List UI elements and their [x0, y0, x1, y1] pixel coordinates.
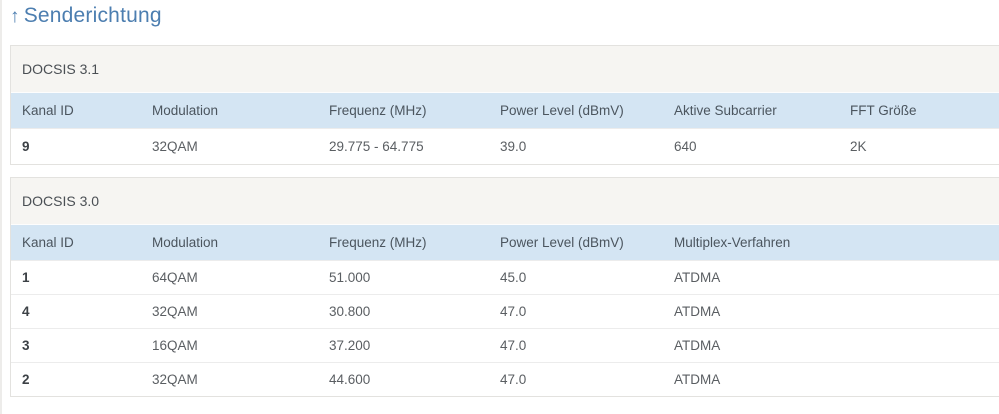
table-row: 1 64QAM 51.000 45.0 ATDMA	[11, 259, 999, 294]
col-header-kanal-id: Kanal ID	[11, 225, 141, 260]
col-header-frequenz: Frequenz (MHz)	[318, 93, 489, 128]
cell-kanal-id: 2	[11, 361, 141, 396]
docsis31-section-header: DOCSIS 3.1	[11, 46, 999, 93]
cell-kanal-id: 3	[11, 327, 141, 362]
docsis31-section-label: DOCSIS 3.1	[22, 61, 100, 77]
table-row: 3 16QAM 37.200 47.0 ATDMA	[11, 327, 999, 362]
cell-modulation: 32QAM	[141, 127, 318, 164]
col-header-modulation: Modulation	[141, 93, 318, 128]
docsis30-table: Kanal ID Modulation Frequenz (MHz) Power…	[11, 225, 999, 396]
col-header-modulation: Modulation	[141, 225, 318, 260]
cell-power-level: 47.0	[489, 327, 663, 362]
col-header-multiplex-verfahren: Multiplex-Verfahren	[663, 225, 999, 260]
up-arrow-icon: ↑	[10, 6, 20, 27]
table-row: 9 32QAM 29.775 - 64.775 39.0 640 2K	[11, 127, 999, 164]
cell-frequenz: 51.000	[318, 259, 489, 294]
docsis30-table-card: DOCSIS 3.0 Kanal ID Modulation Frequenz …	[10, 177, 999, 397]
cell-frequenz: 30.800	[318, 293, 489, 328]
cell-frequenz: 44.600	[318, 361, 489, 396]
cell-kanal-id: 9	[11, 127, 141, 164]
cell-power-level: 45.0	[489, 259, 663, 294]
col-header-kanal-id: Kanal ID	[11, 93, 141, 128]
cell-multiplex-verfahren: ATDMA	[663, 327, 999, 362]
cell-aktive-subcarrier: 640	[663, 127, 839, 164]
page-title-text: Senderichtung	[23, 4, 162, 27]
cell-modulation: 32QAM	[141, 361, 318, 396]
page-left-edge	[0, 0, 2, 414]
col-header-fft-groesse: FFT Größe	[839, 93, 999, 128]
docsis31-table: Kanal ID Modulation Frequenz (MHz) Power…	[11, 93, 999, 164]
table-row: 4 32QAM 30.800 47.0 ATDMA	[11, 293, 999, 328]
page-title: ↑ Senderichtung	[10, 4, 162, 28]
cell-modulation: 64QAM	[141, 259, 318, 294]
cell-multiplex-verfahren: ATDMA	[663, 293, 999, 328]
col-header-aktive-subcarrier: Aktive Subcarrier	[663, 93, 839, 128]
cell-power-level: 47.0	[489, 293, 663, 328]
cell-frequenz: 29.775 - 64.775	[318, 127, 489, 164]
cell-multiplex-verfahren: ATDMA	[663, 361, 999, 396]
docsis30-header-row: Kanal ID Modulation Frequenz (MHz) Power…	[11, 225, 999, 260]
cell-fft-groesse: 2K	[839, 127, 999, 164]
cell-power-level: 47.0	[489, 361, 663, 396]
docsis30-section-header: DOCSIS 3.0	[11, 178, 999, 225]
docsis31-table-card: DOCSIS 3.1 Kanal ID Modulation Frequenz …	[10, 45, 999, 165]
cell-multiplex-verfahren: ATDMA	[663, 259, 999, 294]
cell-modulation: 16QAM	[141, 327, 318, 362]
docsis30-section-label: DOCSIS 3.0	[22, 193, 100, 209]
cell-modulation: 32QAM	[141, 293, 318, 328]
cell-frequenz: 37.200	[318, 327, 489, 362]
table-row: 2 32QAM 44.600 47.0 ATDMA	[11, 361, 999, 396]
col-header-frequenz: Frequenz (MHz)	[318, 225, 489, 260]
col-header-power-level: Power Level (dBmV)	[489, 93, 663, 128]
cell-kanal-id: 4	[11, 293, 141, 328]
cell-kanal-id: 1	[11, 259, 141, 294]
docsis31-header-row: Kanal ID Modulation Frequenz (MHz) Power…	[11, 93, 999, 128]
cell-power-level: 39.0	[489, 127, 663, 164]
col-header-power-level: Power Level (dBmV)	[489, 225, 663, 260]
